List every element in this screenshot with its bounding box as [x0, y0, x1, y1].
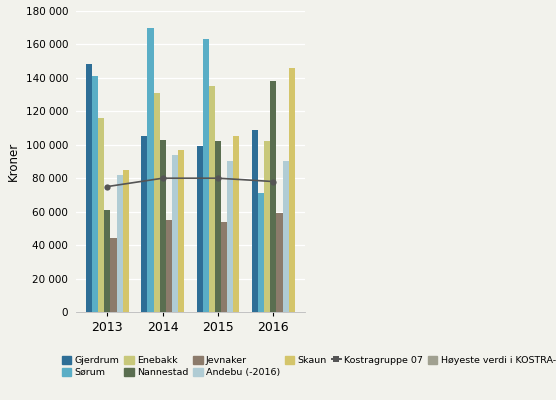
Bar — [258, 193, 264, 312]
Bar — [215, 142, 221, 312]
Bar — [172, 155, 178, 312]
Bar — [160, 140, 166, 312]
Bar — [276, 213, 282, 312]
Bar — [289, 68, 295, 312]
Bar — [264, 142, 270, 312]
Bar — [166, 220, 172, 312]
Bar — [92, 76, 98, 312]
Bar — [147, 28, 153, 312]
Bar — [270, 81, 276, 312]
Bar — [122, 170, 128, 312]
Bar — [221, 222, 227, 312]
Bar — [153, 93, 160, 312]
Bar — [117, 175, 122, 312]
Y-axis label: Kroner: Kroner — [7, 142, 20, 181]
Bar — [178, 150, 184, 312]
Bar — [252, 130, 258, 312]
Bar — [197, 146, 203, 312]
Bar — [105, 210, 111, 312]
Bar — [141, 136, 147, 312]
Bar — [234, 136, 239, 312]
Bar — [209, 86, 215, 312]
Bar — [111, 238, 117, 312]
Bar — [282, 162, 289, 312]
Bar — [86, 64, 92, 312]
Bar — [227, 162, 234, 312]
Bar — [203, 39, 209, 312]
Bar — [98, 118, 105, 312]
Legend: Gjerdrum, Sørum, Enebakk, Nannestad, Jevnaker, Andebu (-2016), Skaun, Kostragrup: Gjerdrum, Sørum, Enebakk, Nannestad, Jev… — [62, 356, 556, 377]
